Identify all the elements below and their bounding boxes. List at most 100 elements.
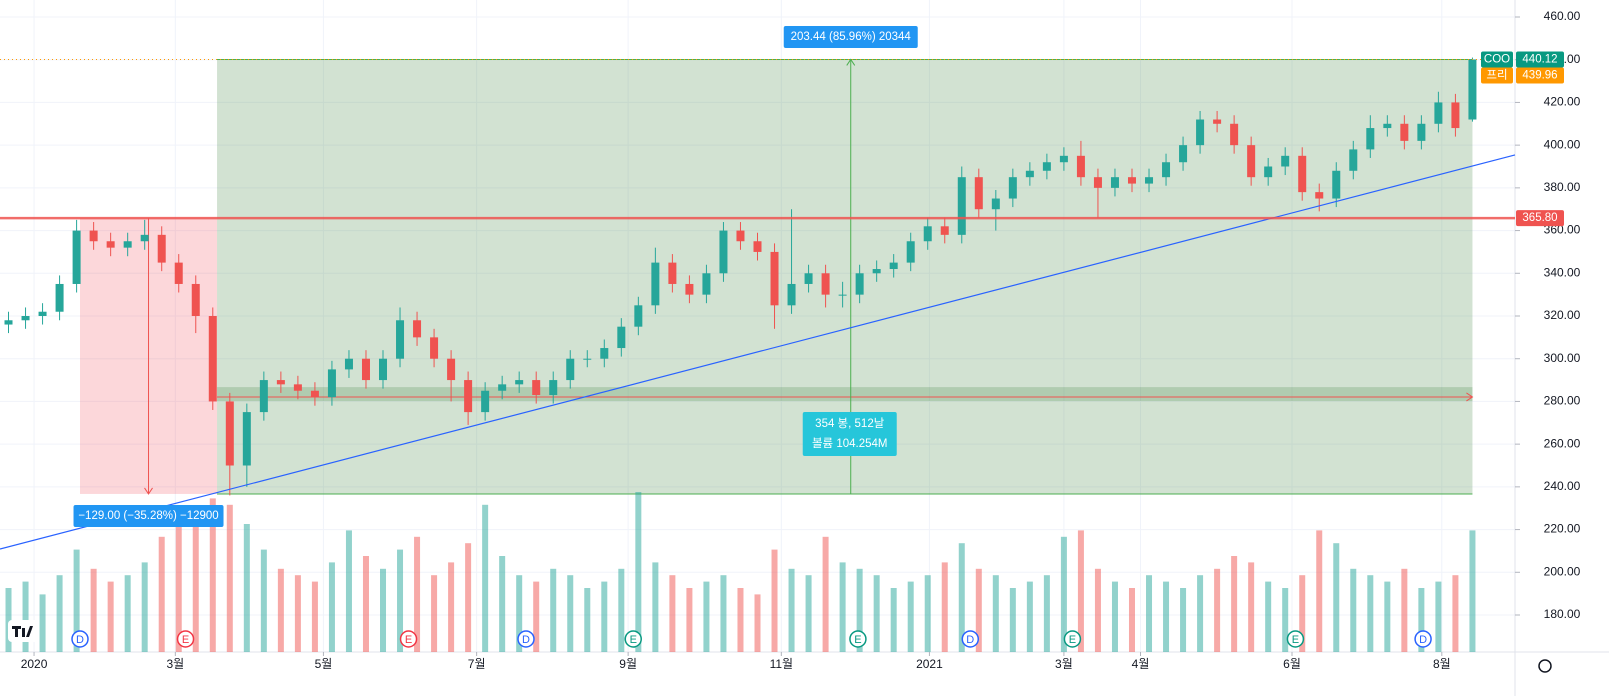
candle-body (787, 283, 796, 306)
candle-body (1298, 155, 1307, 193)
x-tick-label: 5월 (315, 657, 333, 671)
arrow-head (846, 58, 856, 66)
volume-bar (822, 536, 829, 652)
volume-bar (516, 575, 523, 652)
volume-bar (601, 581, 608, 652)
volume-bar (669, 575, 676, 652)
y-tick-label: 400.00 (1544, 137, 1581, 151)
premarket-label-bg (1481, 67, 1513, 84)
y-tick-label: 200.00 (1544, 564, 1581, 578)
price-range-band (217, 387, 1473, 402)
x-tick-label: 11월 (770, 657, 794, 671)
candle-body (123, 241, 132, 248)
measure-down-label-bg (73, 505, 224, 527)
volume-bar (1026, 581, 1033, 652)
candle-body (804, 273, 813, 284)
candle-body (1451, 102, 1460, 129)
candle-body (293, 384, 302, 391)
candle-body (140, 234, 149, 242)
volume-bar (39, 594, 46, 652)
x-tick-label: 8월 (1433, 657, 1451, 671)
candle-body (1349, 149, 1358, 171)
candle-body (481, 390, 490, 413)
y-tick-label: 240.00 (1544, 479, 1581, 493)
candle-body (1093, 177, 1102, 188)
volume-bar (465, 543, 472, 652)
volume-bar (73, 549, 80, 652)
event-label: D (1419, 634, 1427, 646)
last-price-value-bg (1516, 51, 1564, 68)
premarket-label: 프리 (1486, 68, 1507, 81)
volume-bar (924, 575, 931, 652)
y-tick-label: 380.00 (1544, 180, 1581, 194)
volume-bar (907, 581, 914, 652)
volume-bar (499, 556, 506, 652)
volume-bar (1469, 530, 1476, 652)
candle-body (753, 241, 762, 252)
volume-bar (1111, 581, 1118, 652)
candle-body (498, 384, 507, 391)
volume-bar (1094, 568, 1101, 652)
measure-up-label: 203.44 (85.96%) 20344 (791, 31, 912, 43)
candle-body (21, 316, 30, 321)
candle-body (532, 380, 541, 396)
candle-body (344, 358, 353, 370)
candle-body (447, 358, 456, 381)
volume-bar (839, 562, 846, 652)
event-marker (961, 630, 980, 648)
candle-body (923, 226, 932, 242)
candle-body (72, 230, 81, 284)
candle-body (515, 380, 524, 385)
measure-bars: 354 봉, 512날 (815, 417, 885, 430)
y-tick-label: 420.00 (1544, 95, 1581, 109)
measure-volume: 볼륨 104.254M (812, 437, 888, 450)
event-label: D (522, 634, 530, 646)
x-tick-label: 3월 (1055, 657, 1073, 671)
candle-body (1332, 170, 1341, 199)
candle-body (208, 316, 217, 402)
volume-bar (1333, 543, 1340, 652)
candle-body (889, 262, 898, 270)
volume-bar (1401, 568, 1408, 652)
arrow-head (144, 487, 153, 495)
candle-body (974, 177, 983, 210)
settings-icon[interactable] (1538, 659, 1552, 673)
volume-bar (1452, 575, 1459, 652)
candle-body (1145, 177, 1154, 184)
candle-body (770, 251, 779, 306)
volume-bar (1128, 588, 1135, 652)
event-label: E (854, 634, 861, 646)
candle-body (855, 273, 864, 295)
candle-body (668, 262, 677, 284)
y-tick-label: 260.00 (1544, 436, 1581, 450)
candle-body (413, 320, 422, 338)
candle-body (1281, 155, 1290, 167)
volume-bar (124, 575, 131, 652)
event-label: E (182, 634, 189, 646)
volume-bar (431, 575, 438, 652)
candle-body (1162, 162, 1171, 178)
event-marker (849, 630, 867, 648)
volume-bar (226, 504, 233, 652)
candle-body (600, 348, 609, 359)
candle-body (157, 234, 166, 263)
volume-bar (550, 568, 557, 652)
y-tick-label: 300.00 (1544, 351, 1581, 365)
volume-bar (1214, 568, 1221, 652)
candle-body (1059, 155, 1068, 163)
volume-bar (992, 575, 999, 652)
volume-bar (873, 575, 880, 652)
x-tick-label: 4월 (1132, 657, 1150, 671)
volume-bar (345, 530, 352, 652)
volume-bar (958, 543, 965, 652)
volume-bar (175, 524, 182, 652)
volume-bar (158, 536, 165, 652)
volume-bar (397, 549, 404, 652)
volume-bar (362, 556, 369, 652)
volume-bar (1163, 581, 1170, 652)
volume-bar (686, 588, 693, 652)
premarket-value-bg (1516, 67, 1564, 84)
x-tick-label: 3월 (166, 657, 184, 671)
candle-body (1468, 59, 1477, 120)
volume-bar (1316, 530, 1323, 652)
